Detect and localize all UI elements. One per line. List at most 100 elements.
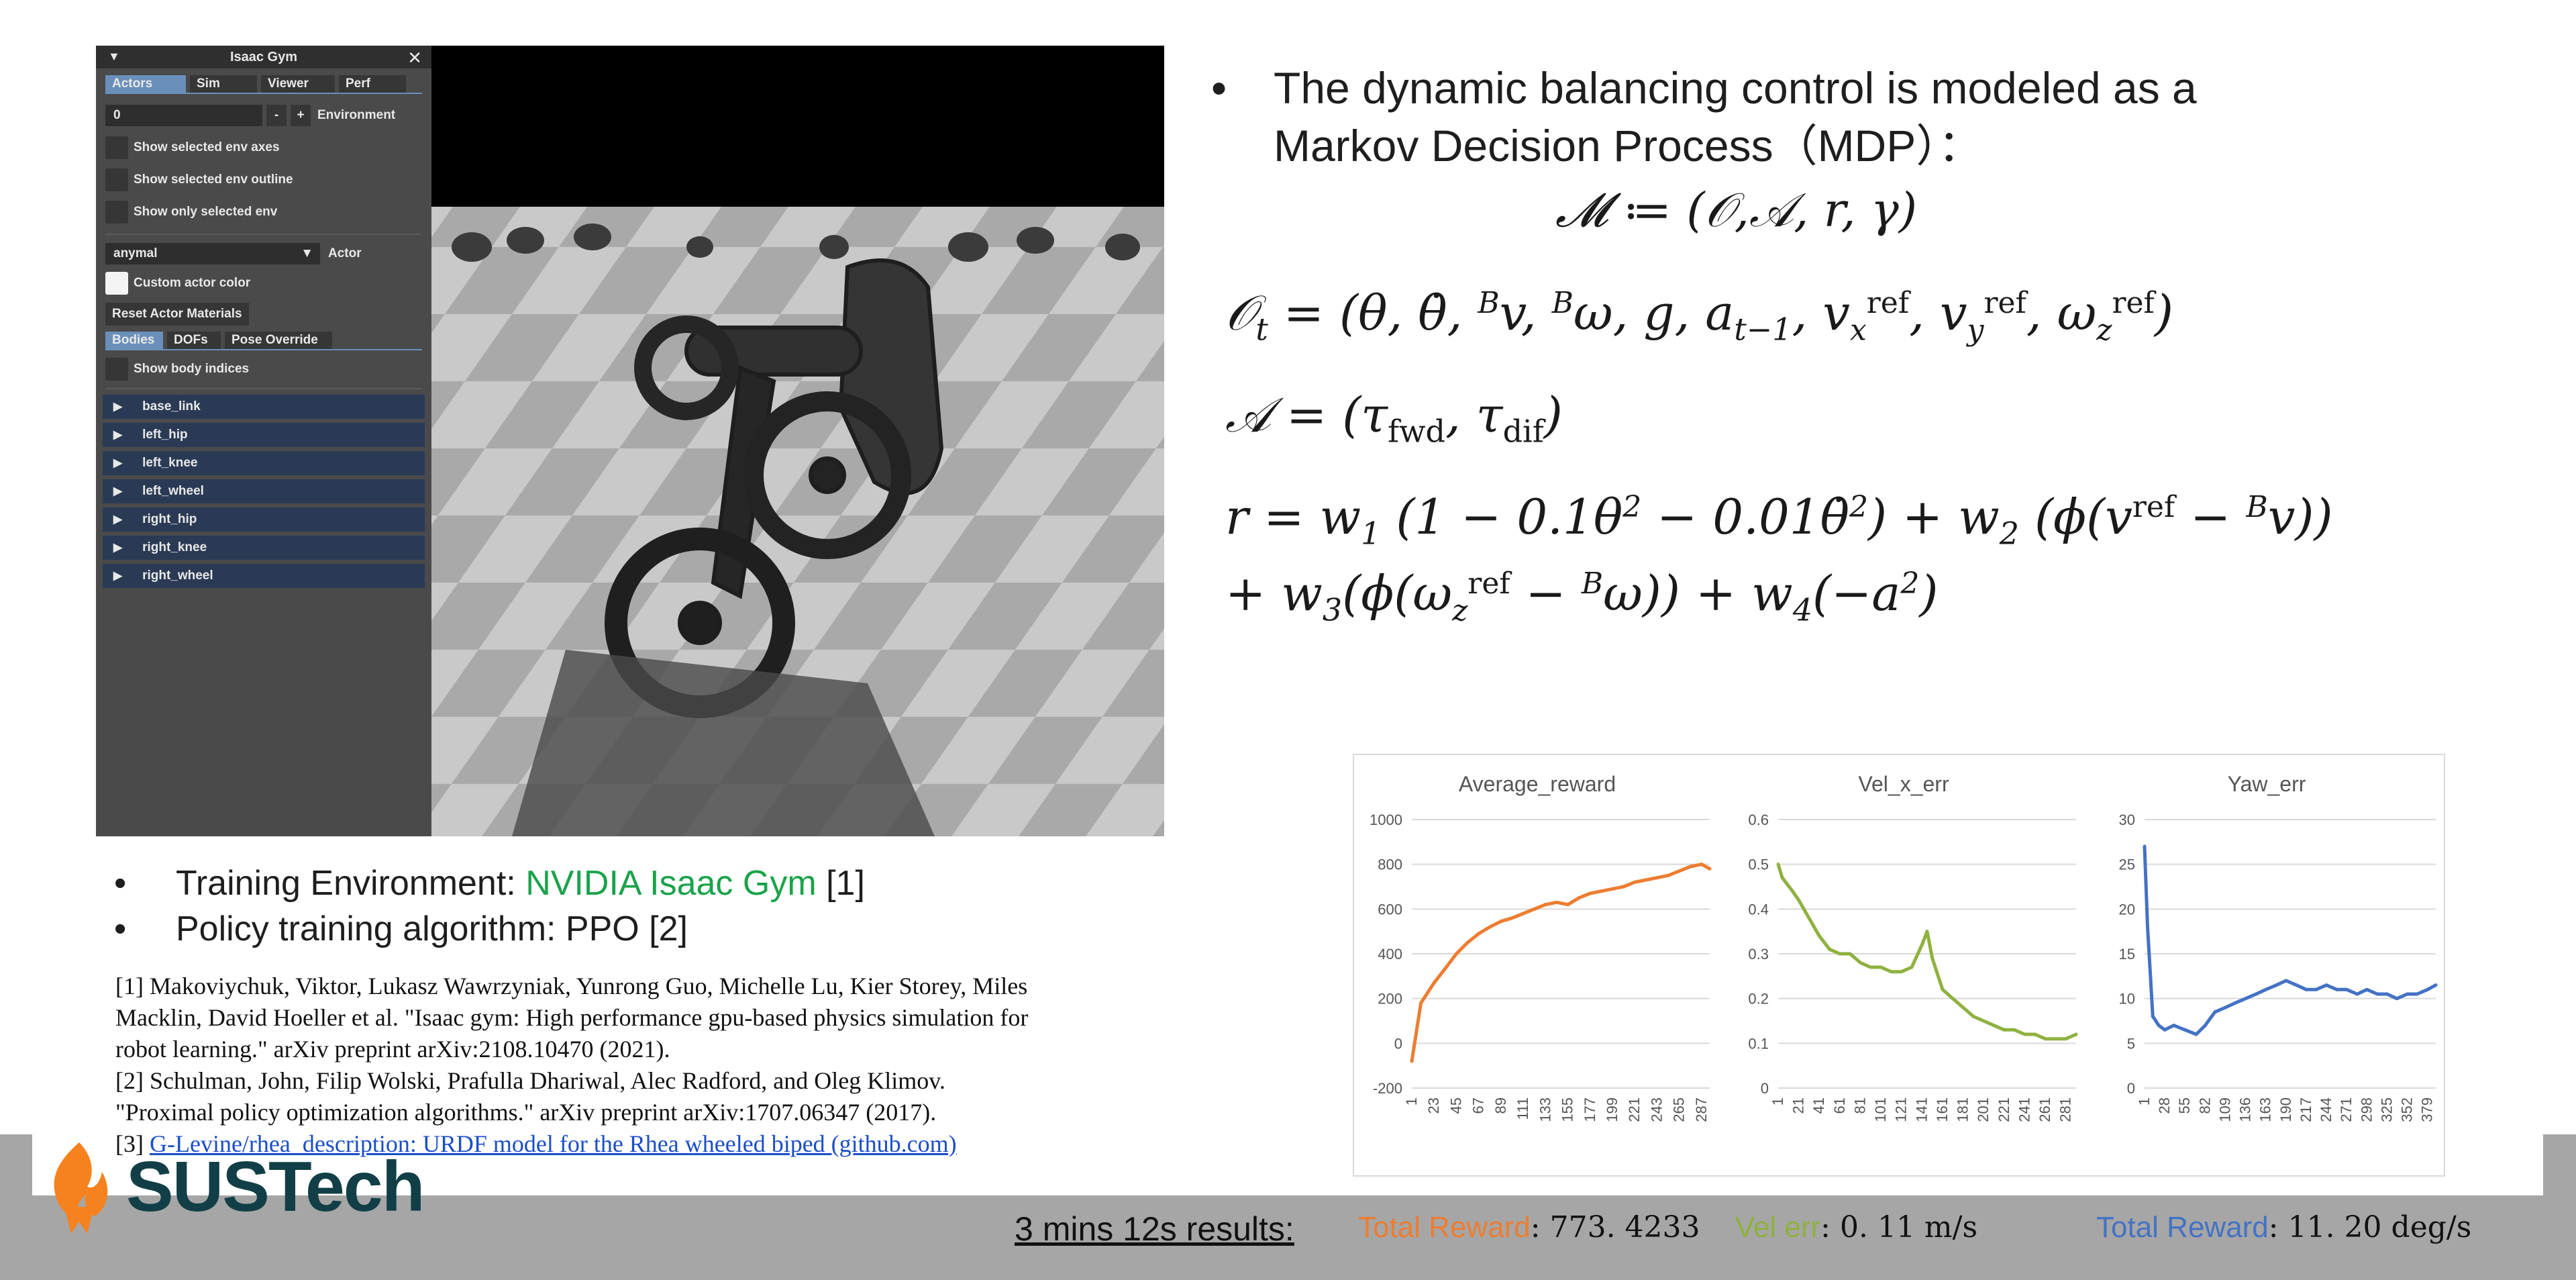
training-env-prefix: Training Environment:: [176, 864, 526, 903]
option-show-only-selected[interactable]: Show only selected env: [96, 196, 431, 228]
checkbox[interactable]: [105, 168, 128, 191]
panel-tabs: Actors Sim Viewer Perf: [96, 68, 431, 93]
body-item[interactable]: ▶ base_link: [103, 395, 425, 419]
environment-decrement-button[interactable]: -: [266, 105, 287, 126]
body-item[interactable]: ▶ right_hip: [103, 507, 425, 532]
data-point: [2223, 1005, 2227, 1010]
close-icon[interactable]: ✕: [407, 48, 422, 68]
data-point: [1776, 863, 1780, 867]
x-tick-label: 28: [2156, 1097, 2173, 1114]
data-point: [1688, 865, 1692, 869]
divider: [105, 388, 422, 389]
option-show-axes[interactable]: Show selected env axes: [96, 132, 431, 164]
expand-arrow-icon[interactable]: ▶: [113, 513, 123, 526]
x-tick-label: 81: [1851, 1097, 1868, 1114]
environment-increment-button[interactable]: +: [291, 105, 311, 126]
data-point: [1828, 947, 1832, 951]
body-item[interactable]: ▶ left_hip: [103, 423, 425, 447]
checkbox[interactable]: [105, 358, 128, 381]
expand-arrow-icon[interactable]: ▶: [113, 569, 123, 582]
x-tick-label: 101: [1872, 1097, 1889, 1122]
reference-line: [2] Schulman, John, Filip Wolski, Praful…: [115, 1067, 945, 1094]
data-point: [1555, 900, 1559, 904]
reference-line: [1] Makoviychuk, Viktor, Lukasz Wawrzyni…: [115, 973, 1028, 999]
actor-select[interactable]: anymal ▼: [105, 243, 320, 264]
reference-3: [3] G-Levine/rhea_description: URDF mode…: [115, 1128, 1189, 1160]
bullet: •: [114, 864, 127, 903]
data-point: [2143, 844, 2147, 848]
option-label: Show selected env axes: [134, 140, 280, 154]
tab-underline: [105, 93, 422, 94]
data-point: [2053, 1037, 2057, 1041]
custom-color-row[interactable]: Custom actor color: [96, 267, 431, 299]
expand-arrow-icon[interactable]: ▶: [113, 428, 123, 441]
body-label: left_hip: [142, 428, 188, 442]
data-point: [2304, 987, 2308, 991]
data-point: [2043, 1037, 2047, 1041]
data-point: [2274, 983, 2278, 987]
option-show-outline[interactable]: Show selected env outline: [96, 164, 431, 196]
y-tick-label: 25: [2119, 856, 2135, 873]
body-label: right_wheel: [142, 569, 213, 583]
training-env-ref: [1]: [816, 864, 865, 903]
body-item[interactable]: ▶ left_wheel: [103, 479, 425, 503]
body-item[interactable]: ▶ left_knee: [103, 451, 425, 475]
data-point: [2415, 992, 2419, 996]
collapse-triangle-icon[interactable]: ▼: [108, 50, 120, 63]
expand-arrow-icon[interactable]: ▶: [113, 541, 123, 554]
expand-arrow-icon[interactable]: ▶: [113, 485, 123, 497]
data-point: [1981, 1019, 1986, 1023]
checkbox[interactable]: [105, 136, 128, 159]
x-tick-label: 67: [1470, 1097, 1487, 1114]
reference-line: robot learning." arXiv preprint arXiv:21…: [115, 1036, 670, 1063]
environment-index-input[interactable]: 0: [105, 105, 262, 126]
panel-titlebar[interactable]: ▼ Isaac Gym ✕: [96, 46, 431, 68]
sustech-logo: SUSTech: [40, 1134, 456, 1242]
data-point: [2064, 1037, 2068, 1041]
result-label: Total Reward: [2096, 1211, 2269, 1244]
data-point: [1889, 970, 1893, 974]
data-point: [1610, 887, 1614, 891]
data-point: [2194, 1032, 2198, 1036]
training-environment-line: Training Environment: NVIDIA Isaac Gym […: [176, 863, 865, 903]
data-point: [2254, 992, 2258, 996]
data-point: [1655, 876, 1659, 880]
environment-label: Environment: [317, 108, 396, 122]
x-tick-label: 221: [1996, 1097, 2012, 1122]
data-point: [1807, 916, 1811, 920]
reset-materials-button[interactable]: Reset Actor Materials: [105, 303, 249, 326]
y-tick-label: 0: [1761, 1080, 1769, 1097]
data-point: [2244, 997, 2248, 1001]
tab-sim[interactable]: Sim: [190, 75, 257, 93]
data-point: [1633, 880, 1637, 884]
color-swatch[interactable]: [105, 272, 128, 295]
chart-title: Yaw_err: [2228, 772, 2306, 796]
expand-arrow-icon[interactable]: ▶: [113, 400, 123, 413]
body-item[interactable]: ▶ right_knee: [103, 536, 425, 560]
body-item[interactable]: ▶ right_wheel: [103, 564, 425, 588]
x-tick-label: 271: [2338, 1097, 2355, 1122]
data-point: [1566, 903, 1570, 907]
results-label: 3 mins 12s results:: [1015, 1210, 1294, 1248]
tab-underline: [105, 349, 422, 350]
y-tick-label: 15: [2119, 946, 2135, 963]
expand-arrow-icon[interactable]: ▶: [113, 456, 123, 469]
tab-pose-override[interactable]: Pose Override: [225, 332, 332, 349]
x-tick-label: 136: [2237, 1097, 2254, 1122]
divider: [105, 234, 422, 235]
data-point: [1838, 952, 1842, 956]
result-value: : 11. 20 deg/s: [2268, 1210, 2472, 1244]
show-body-indices-row[interactable]: Show body indices: [96, 356, 431, 383]
isaac-gym-panel: ▼ Isaac Gym ✕ Actors Sim Viewer Perf 0 -…: [96, 46, 431, 836]
show-body-indices-label: Show body indices: [134, 362, 250, 376]
checkbox[interactable]: [105, 201, 128, 224]
reference-3-link[interactable]: G-Levine/rhea_description: URDF model fo…: [149, 1130, 957, 1157]
tab-perf[interactable]: Perf: [339, 75, 406, 93]
tab-actors[interactable]: Actors: [105, 75, 186, 93]
data-point: [1588, 891, 1592, 895]
tab-dofs[interactable]: DOFs: [167, 332, 221, 349]
data-point: [1622, 885, 1626, 889]
data-point: [1992, 1024, 1996, 1028]
tab-viewer[interactable]: Viewer: [261, 75, 335, 93]
tab-bodies[interactable]: Bodies: [105, 332, 163, 349]
